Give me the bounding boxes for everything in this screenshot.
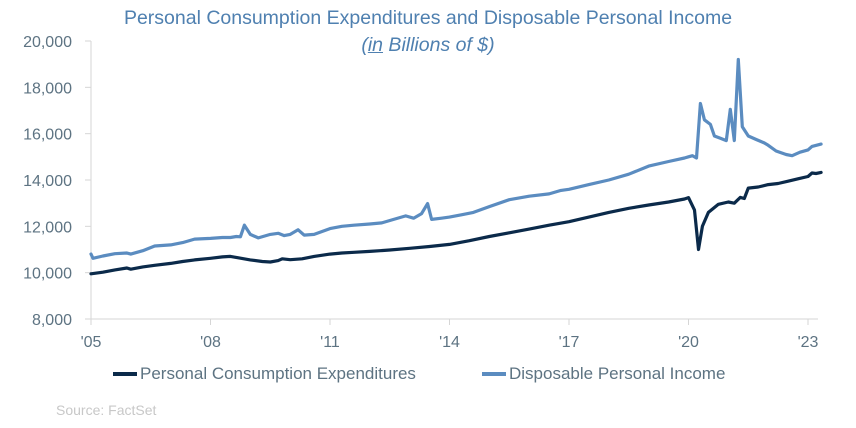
y-tick-label: 18,000 <box>23 80 72 97</box>
chart-subtitle: (in Billions of $) <box>0 33 856 57</box>
legend: Personal Consumption Expenditures Dispos… <box>0 364 856 388</box>
x-tick-label: '17 <box>559 334 580 351</box>
legend-label-dpi: Disposable Personal Income <box>509 364 726 383</box>
x-tick-label: '14 <box>439 334 460 351</box>
y-tick-label: 14,000 <box>23 173 72 190</box>
y-tick-label: 8,000 <box>32 312 72 329</box>
subtitle-underlined: in <box>367 34 384 56</box>
subtitle-rest: Billions of $) <box>383 34 495 56</box>
y-tick-label: 20,000 <box>23 34 72 51</box>
legend-item-dpi: Disposable Personal Income <box>482 364 725 384</box>
series-line-disposable-personal-income <box>89 57 823 260</box>
legend-swatch-pce <box>113 372 137 376</box>
x-tick-label: '20 <box>678 334 699 351</box>
x-tick-label: '23 <box>798 334 819 351</box>
axes: 8,000 10,000 12,000 14,000 16,000 18,000 20,00… <box>23 34 818 351</box>
x-tick-label: '05 <box>81 334 102 351</box>
series-line-personal-consumption-expenditures <box>89 170 823 276</box>
legend-swatch-dpi <box>482 372 506 376</box>
legend-item-pce: Personal Consumption Expenditures <box>113 364 416 384</box>
source-note: Source: FactSet <box>56 402 157 418</box>
y-tick-label: 12,000 <box>23 219 72 236</box>
series-layer <box>89 57 823 276</box>
chart-title: Personal Consumption Expenditures and Di… <box>123 7 733 29</box>
x-tick-label: '08 <box>200 334 221 351</box>
y-tick-label: 10,000 <box>23 266 72 283</box>
subtitle-prefix: ( <box>361 34 368 56</box>
legend-label-pce: Personal Consumption Expenditures <box>140 364 416 383</box>
y-tick-label: 16,000 <box>23 127 72 144</box>
x-tick-label: '11 <box>320 334 340 351</box>
